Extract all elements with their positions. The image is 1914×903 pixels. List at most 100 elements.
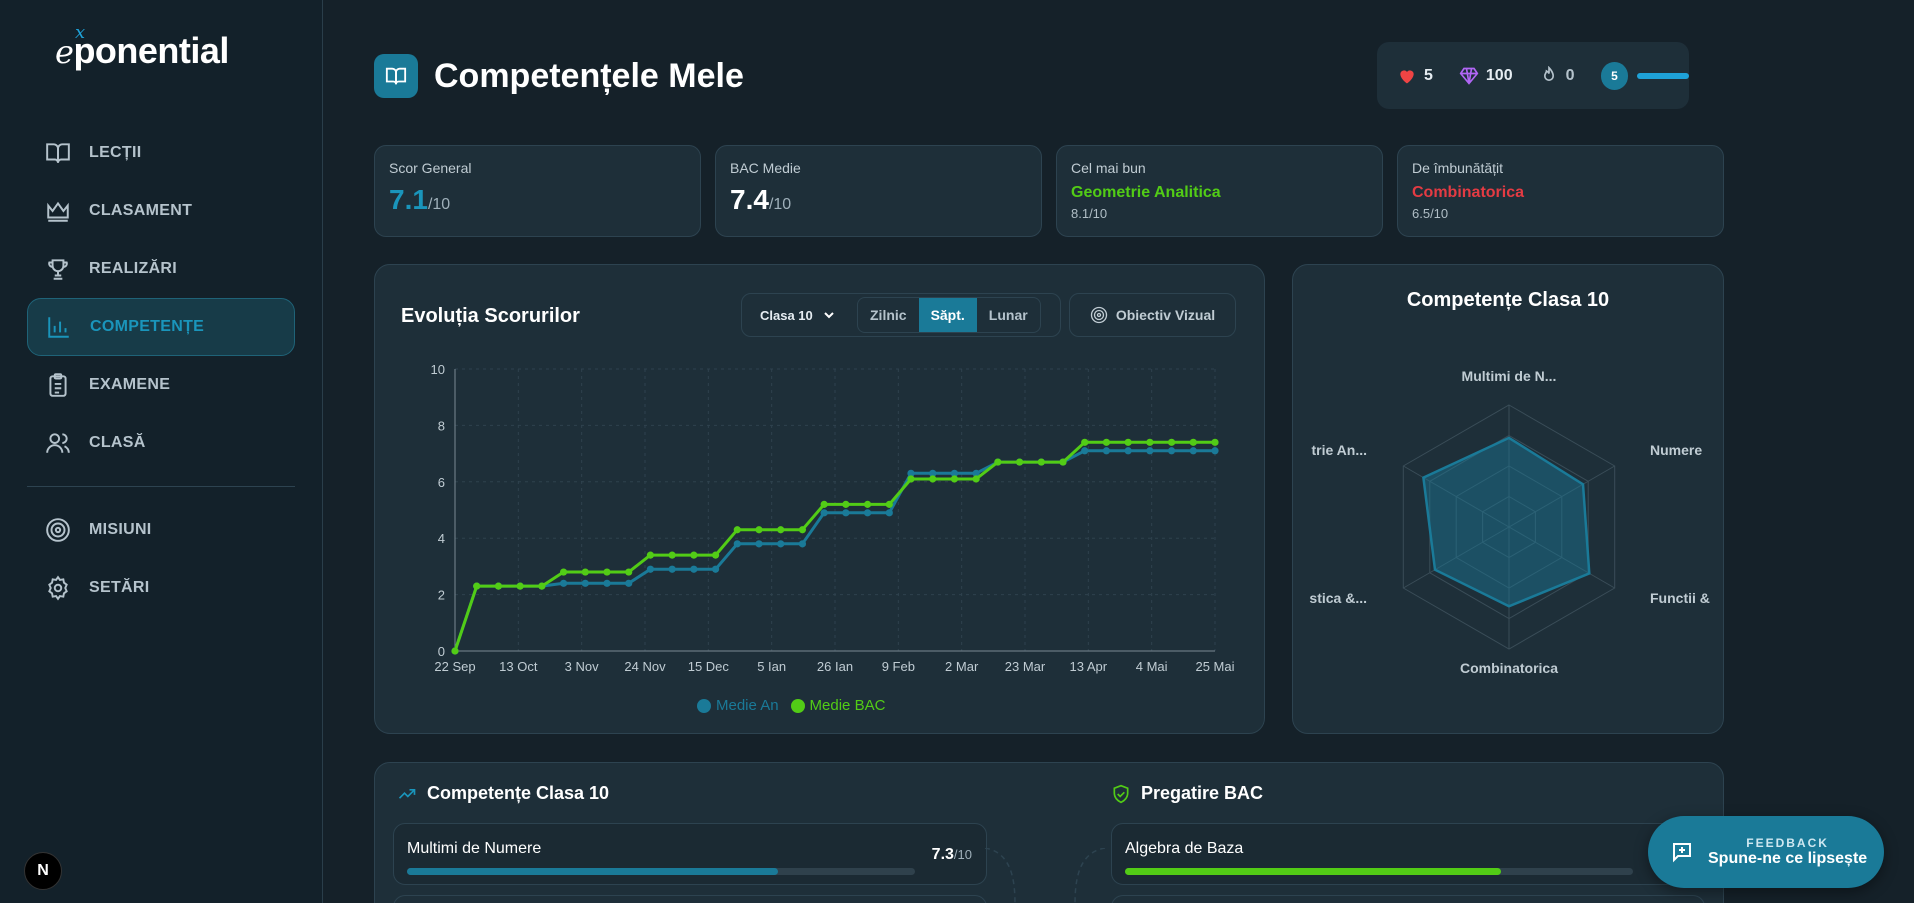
data-point[interactable] (711, 565, 720, 573)
data-point[interactable] (1102, 438, 1111, 446)
sidebar-item-clasament[interactable]: CLASAMENT (27, 182, 295, 240)
data-point[interactable] (451, 647, 459, 655)
sidebar-item-realizari[interactable]: REALIZĂRI (27, 240, 295, 298)
data-point[interactable] (603, 579, 611, 587)
logo-x: x (75, 22, 85, 43)
data-point[interactable] (603, 568, 611, 576)
data-point[interactable] (711, 551, 720, 559)
data-point[interactable] (1059, 458, 1067, 466)
nextjs-badge[interactable]: N (24, 852, 62, 890)
period-zilnic[interactable]: Zilnic (870, 307, 907, 323)
data-point[interactable] (1015, 458, 1024, 466)
data-point[interactable] (798, 526, 807, 534)
sidebar-item-clasa[interactable]: CLASĂ (27, 414, 295, 472)
skill-card[interactable] (1111, 895, 1705, 903)
data-point[interactable] (777, 540, 785, 548)
sidebar-item-competente[interactable]: COMPETENȚE (27, 298, 295, 356)
data-point[interactable] (1102, 447, 1111, 455)
data-point[interactable] (1124, 447, 1132, 455)
class-select[interactable]: Clasa 10 (742, 308, 857, 323)
data-point[interactable] (1189, 447, 1197, 455)
data-point[interactable] (842, 500, 850, 508)
data-point[interactable] (842, 509, 850, 517)
data-point[interactable] (1167, 438, 1176, 446)
gems-stat[interactable]: 100 (1459, 66, 1513, 86)
data-point[interactable] (1081, 447, 1089, 455)
data-point[interactable] (863, 500, 872, 508)
data-point[interactable] (950, 469, 959, 477)
feedback-button[interactable]: FEEDBACK Spune-ne ce lipsește (1648, 816, 1884, 888)
data-point[interactable] (1167, 447, 1176, 455)
legend-item-medie-an[interactable]: Medie An (697, 697, 779, 714)
data-point[interactable] (668, 565, 676, 573)
data-point[interactable] (733, 526, 741, 534)
legend-item-medie-bac[interactable]: Medie BAC (790, 697, 885, 714)
data-point[interactable] (625, 568, 633, 576)
hearts-stat[interactable]: 5 (1397, 66, 1433, 86)
data-point[interactable] (646, 565, 655, 573)
data-point[interactable] (1037, 458, 1045, 466)
app-logo[interactable]: e x ponential (55, 22, 229, 72)
skill-card[interactable]: Multimi de Numere 7.3/10 (393, 823, 987, 885)
data-point[interactable] (690, 565, 698, 573)
sidebar-item-examene[interactable]: EXAMENE (27, 356, 295, 414)
data-point[interactable] (1189, 438, 1197, 446)
sidebar-item-lectii[interactable]: LECȚII (27, 124, 295, 182)
card-label: Cel mai bun (1071, 160, 1146, 176)
data-point[interactable] (559, 579, 568, 587)
visual-objective-button[interactable]: Obiectiv Vizual (1069, 293, 1236, 337)
data-point[interactable] (777, 526, 785, 534)
data-point[interactable] (1081, 438, 1089, 446)
sidebar-item-misiuni[interactable]: MISIUNI (27, 501, 295, 559)
data-point[interactable] (559, 568, 568, 576)
card-label: De îmbunătățit (1412, 160, 1504, 176)
data-point[interactable] (907, 475, 915, 483)
data-point[interactable] (516, 582, 524, 590)
legend-label: Medie An (716, 697, 779, 714)
data-point[interactable] (1146, 447, 1154, 455)
data-point[interactable] (473, 582, 481, 590)
data-point[interactable] (755, 540, 763, 548)
data-point[interactable] (755, 526, 763, 534)
x-tick-label: 13 Apr (1070, 659, 1108, 674)
data-point[interactable] (646, 551, 655, 559)
data-point[interactable] (885, 509, 893, 517)
data-point[interactable] (1211, 447, 1219, 455)
radar-title: Competențe Clasa 10 (1406, 289, 1610, 311)
sidebar-item-setari[interactable]: SETĂRI (27, 559, 295, 617)
skill-progress-track (1125, 868, 1633, 875)
data-point[interactable] (581, 579, 589, 587)
period-lunar[interactable]: Lunar (988, 307, 1028, 323)
data-point[interactable] (929, 469, 937, 477)
data-point[interactable] (1146, 438, 1154, 446)
skill-card[interactable] (393, 895, 987, 903)
level-progress-bar (1637, 72, 1689, 79)
data-point[interactable] (1124, 438, 1132, 446)
level-badge[interactable]: 5 (1600, 61, 1629, 90)
data-point[interactable] (494, 582, 503, 590)
data-point[interactable] (929, 475, 937, 483)
data-point[interactable] (950, 475, 959, 483)
period-sapt[interactable]: Săpt. (918, 298, 977, 332)
summary-cards: Scor General 7.1/10 BAC Medie 7.4/10 Cel… (374, 145, 1724, 237)
data-point[interactable] (538, 582, 546, 590)
data-point[interactable] (994, 458, 1002, 466)
data-point[interactable] (581, 568, 589, 576)
data-point[interactable] (885, 500, 893, 508)
data-point[interactable] (820, 509, 828, 517)
data-point[interactable] (863, 509, 872, 517)
data-point[interactable] (690, 551, 698, 559)
x-tick-label: 26 Ian (817, 659, 853, 674)
data-point[interactable] (972, 469, 980, 477)
data-point[interactable] (820, 500, 828, 508)
data-point[interactable] (733, 540, 741, 548)
data-point[interactable] (625, 579, 633, 587)
data-point[interactable] (972, 475, 980, 483)
data-point[interactable] (907, 469, 915, 477)
skill-card[interactable]: Algebra de Baza 7 (1111, 823, 1705, 885)
data-point[interactable] (1211, 438, 1219, 446)
data-point[interactable] (798, 540, 807, 548)
radar-axis-label: stica &... (1309, 590, 1367, 606)
streak-stat[interactable]: 0 (1539, 65, 1575, 86)
data-point[interactable] (668, 551, 676, 559)
